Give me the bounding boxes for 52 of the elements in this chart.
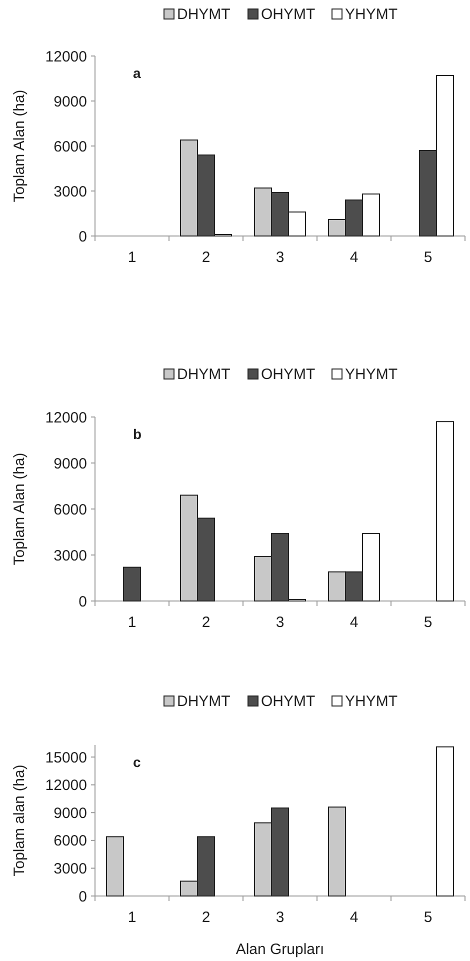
x-tick-label: 5 [424,909,432,926]
legend-label: OHYMT [261,366,316,383]
x-tick-label: 1 [128,909,136,926]
legend-label: YHYMT [345,693,398,710]
x-tick-label: 3 [276,909,284,926]
legend-label: DHYMT [177,366,230,383]
x-tick-label: 3 [276,614,284,631]
y-tick-label: 9000 [54,455,87,472]
x-tick-label: 2 [202,249,210,266]
y-tick-label: 0 [78,593,87,610]
bar [123,566,141,602]
bar [106,836,124,896]
x-tick-label: 1 [128,614,136,631]
x-tick-label: 2 [202,909,210,926]
x-tick-label: 1 [128,249,136,266]
y-tick-label: 9000 [54,93,87,110]
y-tick-label: 3000 [54,547,87,564]
y-tick-label: 0 [78,888,87,906]
text: a [133,65,141,81]
y-tick-label: 12000 [45,777,87,794]
legend-label: DHYMT [177,693,230,710]
y-tick-label: 0 [78,228,87,246]
y-tick-label: 12000 [45,409,87,426]
legend-label: YHYMT [345,6,398,23]
y-tick-label: 6000 [54,832,87,850]
y-tick-label: 12000 [45,48,87,66]
legend-label: DHYMT [177,6,230,23]
x-tick-label: 5 [424,614,432,631]
legend-label: OHYMT [261,693,316,710]
x-tick-label: 4 [350,909,358,926]
legend-label: OHYMT [261,6,316,23]
text: b [133,426,142,442]
x-axis-title: Alan Grupları [236,941,324,958]
bar [328,806,346,896]
bar [436,421,454,602]
y-axis-title: Toplam Alan (ha) [11,90,28,202]
y-tick-label: 6000 [54,138,87,156]
y-tick-label: 3000 [54,860,87,878]
y-axis-title: Toplam alan (ha) [11,764,28,876]
x-tick-label: 4 [350,614,358,631]
y-tick-label: 6000 [54,501,87,518]
x-tick-label: 5 [424,249,432,266]
bar [436,746,454,896]
x-tick-label: 4 [350,249,358,266]
y-axis-title: Toplam Alan (ha) [11,452,28,566]
legend-label: YHYMT [345,366,398,383]
x-tick-label: 3 [276,249,284,266]
text: c [133,754,141,770]
x-tick-label: 2 [202,614,210,631]
y-tick-label: 3000 [54,183,87,200]
y-tick-label: 9000 [54,804,87,822]
y-tick-label: 15000 [45,749,87,766]
